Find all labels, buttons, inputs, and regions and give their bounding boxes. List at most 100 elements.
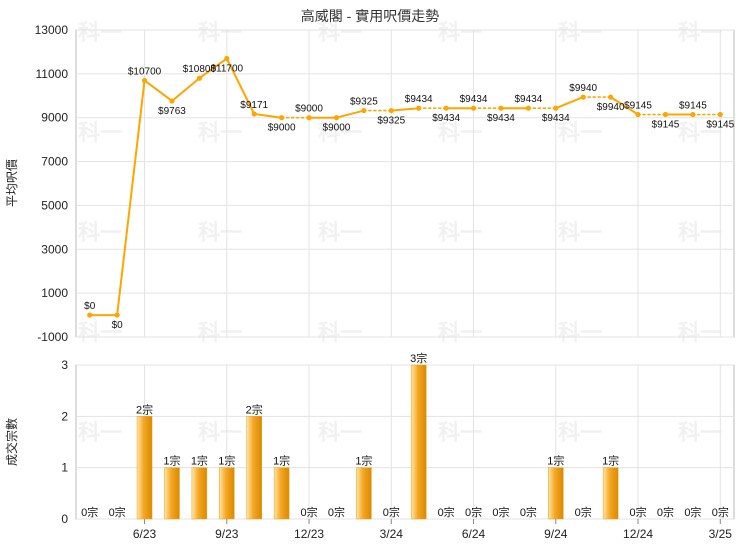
- watermark-text: 科一: [318, 320, 362, 345]
- watermark-text: 科一: [438, 220, 482, 245]
- line-y-tick-label: 13000: [35, 23, 69, 37]
- bar-data-label: 1宗: [547, 454, 564, 468]
- line-point: [114, 312, 120, 318]
- watermark-text: 科一: [198, 220, 242, 245]
- line-data-label: $9000: [323, 123, 351, 134]
- bar-data-label: 0宗: [328, 505, 345, 519]
- watermark-text: 科一: [558, 20, 602, 45]
- line-segment: [554, 96, 585, 110]
- watermark-text: 科一: [558, 220, 602, 245]
- bar-data-label: 1宗: [355, 454, 372, 468]
- watermark-text: 科一: [318, 420, 362, 445]
- bar: [356, 467, 372, 520]
- line-data-label: $10700: [128, 66, 162, 77]
- bar-data-label: 0宗: [465, 505, 482, 519]
- line-data-label: $9434: [542, 113, 570, 124]
- line-y-tick-label: 3000: [41, 242, 68, 256]
- bar-data-label: 0宗: [492, 505, 509, 519]
- watermark-text: 科一: [438, 320, 482, 345]
- bar-data-label: 3宗: [410, 351, 427, 365]
- watermark-text: 科一: [198, 120, 242, 145]
- watermark-text: 科一: [678, 20, 722, 45]
- line-data-label: $9145: [679, 101, 707, 112]
- line-point: [553, 105, 559, 111]
- line-point: [169, 98, 175, 104]
- bar: [602, 467, 619, 520]
- x-tick-label: 12/23: [294, 527, 324, 541]
- line-segment: [198, 57, 228, 80]
- line-data-label: $10800: [183, 64, 217, 75]
- line-point: [443, 105, 449, 111]
- bar-y-tick-label: 1: [61, 461, 68, 475]
- bar-data-label: 1宗: [191, 454, 208, 468]
- line-point: [361, 107, 367, 114]
- line-point: [498, 105, 504, 111]
- bar: [219, 467, 235, 520]
- watermark-text: 科一: [78, 420, 122, 445]
- line-point: [251, 111, 257, 117]
- line-data-label: $9940: [597, 102, 625, 113]
- watermark-text: 科一: [678, 420, 722, 445]
- watermark-text: 科一: [678, 220, 722, 245]
- line-point: [580, 94, 586, 100]
- line-data-label: $9000: [268, 123, 296, 134]
- line-point: [141, 77, 148, 84]
- line-point: [608, 94, 614, 100]
- bar-data-label: 2宗: [246, 402, 263, 416]
- bar-data-label: 0宗: [575, 505, 592, 519]
- watermark-text: 科一: [78, 20, 122, 45]
- watermark-text: 科一: [438, 420, 482, 445]
- line-data-label: $9434: [514, 94, 542, 105]
- bar: [548, 467, 564, 520]
- line-data-label: $9434: [432, 113, 460, 124]
- line-data-label: $9171: [240, 100, 268, 111]
- watermark-text: 科一: [678, 320, 722, 345]
- line-chart-panel: -1000 1000 3000 5000 7000 9000 11000 13000 $0 $0 $…: [35, 23, 735, 344]
- line-data-label: $9763: [158, 106, 186, 117]
- line-data-label: $9434: [460, 94, 488, 105]
- line-point: [717, 111, 723, 118]
- line-y-tick-label: 7000: [41, 155, 68, 169]
- line-data-label: $9145: [652, 120, 680, 131]
- line-data-label: $0: [84, 301, 96, 312]
- x-tick-label: 9/23: [215, 527, 239, 541]
- x-tick-label: 6/24: [462, 527, 486, 541]
- watermark-text: 科一: [318, 220, 362, 245]
- watermark-text: 科一: [558, 320, 602, 345]
- bar-y-tick-label: 3: [61, 358, 68, 372]
- line-point: [306, 115, 312, 121]
- bar-data-label: 1宗: [602, 454, 619, 468]
- bar-y-axis-label: 成交宗數: [4, 418, 19, 466]
- bar-data-label: 1宗: [218, 454, 235, 468]
- bar-data-label: 0宗: [629, 505, 646, 519]
- line-y-tick-label: 9000: [41, 111, 68, 125]
- line-point: [470, 105, 477, 111]
- line-y-axis-label: 平均呎價: [5, 159, 19, 207]
- line-segment: [225, 57, 256, 115]
- line-point: [690, 111, 696, 118]
- watermark-text: 科一: [198, 320, 242, 345]
- bar-chart-panel: 0 1 2 3 6/23 9/23 12/23 3/24 6/24 9/24 12/24 3/25 0宗…: [61, 351, 735, 541]
- bar: [246, 416, 262, 520]
- bar-y-tick-label: 0: [61, 512, 68, 526]
- x-tick-label: 3/25: [709, 527, 733, 541]
- line-data-label: $0: [112, 320, 124, 331]
- x-tick-label: 9/24: [544, 527, 568, 541]
- watermark-text: 科一: [318, 20, 362, 45]
- line-point: [388, 107, 394, 114]
- bar-data-label: 0宗: [684, 505, 701, 519]
- bar-data-label: 0宗: [109, 505, 126, 519]
- line-data-label: $9145: [624, 101, 652, 112]
- bar-y-tick-label: 2: [61, 409, 68, 423]
- line-data-label: $9434: [487, 113, 515, 124]
- watermark-text: 科一: [318, 120, 362, 145]
- line-segment: [143, 79, 173, 102]
- line-segment: [116, 79, 146, 317]
- line-y-tick-label: -1000: [37, 330, 68, 344]
- x-tick-label: 6/23: [133, 527, 157, 541]
- bar: [410, 364, 427, 520]
- x-tick-label: 12/24: [623, 527, 653, 541]
- line-data-label: $9940: [569, 83, 597, 94]
